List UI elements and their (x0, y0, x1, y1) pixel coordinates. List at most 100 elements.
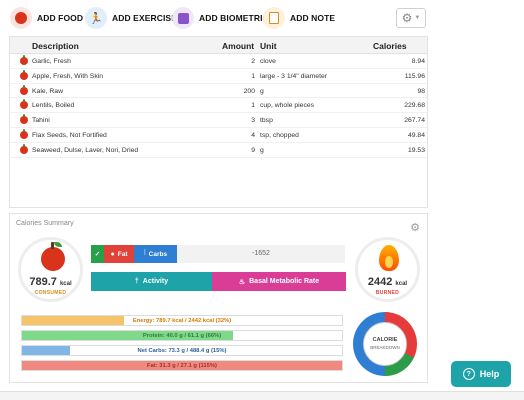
table-row[interactable]: Flax Seeds, Not Fortified 4 tsp, chopped 49… (10, 128, 427, 143)
activity-label: Activity (142, 278, 169, 285)
burned-value: 2442 (367, 276, 393, 288)
runner-icon: † (134, 278, 139, 285)
scale-icon (172, 7, 194, 29)
macro-toggle-group: ✓ ● Fat ⫶ Carbs (91, 245, 177, 263)
row-amount: 2 (251, 58, 255, 65)
flame-icon: ♨ (238, 278, 246, 286)
runner-icon: 🏃 (85, 7, 107, 29)
row-amount: 1 (251, 102, 255, 110)
gear-icon[interactable]: ⚙ (410, 222, 420, 234)
progress-fill (22, 331, 234, 340)
consumed-label: CONSUMED (34, 290, 67, 296)
progress-bar: Protein: 40.0 g / 61.1 g (66%) (21, 330, 343, 341)
row-amount: 200 (243, 87, 255, 95)
burned-circle: 2442 kcal BURNED (355, 237, 420, 302)
note-icon (263, 7, 285, 29)
row-calories: 19.53 (407, 146, 425, 154)
food-diary-table: Description Amount Unit Calories Garlic,… (9, 36, 428, 208)
header-description[interactable]: Description (32, 41, 79, 51)
table-header: Description Amount Unit Calories (10, 37, 427, 54)
row-calories: 98 (417, 87, 425, 95)
progress-fill (22, 346, 70, 355)
question-icon: ? (462, 368, 475, 380)
row-unit: clove (260, 58, 276, 65)
calories-summary-panel: Calories Summary ⚙ 789.7 kcal CONSUMED ✓… (9, 213, 428, 383)
header-calories[interactable]: Calories (373, 41, 407, 51)
bmr-button[interactable]: ♨ Basal Metabolic Rate (212, 272, 346, 291)
consumed-value: 789.7 (29, 276, 57, 288)
row-calories: 115.96 (404, 72, 425, 80)
row-amount: 1 (251, 72, 255, 80)
row-unit: tsp, chopped (260, 131, 299, 139)
progress-bar: Fat: 31.3 g / 27.1 g (115%) (21, 360, 343, 371)
help-button[interactable]: ? Help (451, 361, 511, 387)
progress-label: Fat: 31.3 g / 27.1 g (115%) (147, 363, 217, 369)
progress-label: Net Carbs: 73.3 g / 488.4 g (15%) (137, 348, 227, 354)
calorie-difference: -1652 (177, 245, 345, 263)
burned-unit: kcal (395, 281, 408, 287)
row-description: Kale, Raw (32, 87, 63, 95)
add-food-button[interactable]: ADD FOOD (10, 6, 83, 30)
apple-icon (20, 143, 28, 154)
table-row[interactable]: Apple, Fresh, With Skin 1 large - 3 1/4" d… (10, 69, 427, 84)
row-calories: 267.74 (404, 117, 425, 125)
help-label: Help (479, 369, 500, 379)
row-description: Lentils, Boiled (32, 102, 75, 110)
table-row[interactable]: Lentils, Boiled 1 cup, whole pieces 229.68 (10, 98, 427, 114)
apple-icon (10, 7, 32, 29)
header-unit[interactable]: Unit (260, 41, 277, 51)
apple-icon (41, 242, 65, 271)
row-description: Apple, Fresh, With Skin (32, 72, 104, 80)
add-exercise-button[interactable]: 🏃 ADD EXERCISE (85, 6, 177, 30)
row-description: Garlic, Fresh (32, 58, 71, 65)
row-amount: 4 (251, 131, 255, 139)
row-amount: 3 (251, 117, 255, 125)
wheat-icon: ⫶ (143, 250, 146, 257)
gear-icon: ⚙ (401, 11, 413, 25)
row-description: Tahini (32, 117, 50, 125)
apple-icon (20, 84, 28, 95)
table-row[interactable]: Seaweed, Dulse, Laver, Nori, Dried 9 g 19.5… (10, 143, 427, 158)
add-exercise-label: ADD EXERCISE (112, 13, 177, 23)
toolbar: ADD FOOD 🏃 ADD EXERCISE ADD BIOMETRIC AD… (0, 0, 524, 36)
consumed-circle: 789.7 kcal CONSUMED (18, 237, 83, 302)
chevron-down-icon: ▼ (414, 15, 421, 21)
table-row[interactable]: Tahini 3 tbsp 267.74 (10, 113, 427, 128)
protein-toggle[interactable]: ✓ (91, 245, 104, 263)
table-row[interactable]: Garlic, Fresh 2 clove 8.94 (10, 54, 427, 69)
breakdown-subtitle: BREAKDOWN (370, 345, 400, 350)
apple-icon (20, 114, 28, 125)
activity-button[interactable]: † Activity (91, 272, 212, 291)
row-calories: 49.84 (407, 131, 425, 139)
add-food-label: ADD FOOD (37, 13, 84, 23)
calorie-breakdown-chart[interactable]: CALORIE BREAKDOWN (353, 312, 417, 376)
flame-icon (379, 245, 399, 271)
drop-icon: ● (110, 250, 115, 258)
progress-label: Protein: 40.0 g / 61.1 g (66%) (142, 333, 222, 339)
table-row[interactable]: Kale, Raw 200 g 98 (10, 84, 427, 99)
apple-icon (20, 69, 28, 80)
row-description: Seaweed, Dulse, Laver, Nori, Dried (32, 146, 139, 154)
carbs-toggle[interactable]: ⫶ Carbs (134, 245, 177, 263)
row-description: Flax Seeds, Not Fortified (32, 131, 107, 139)
progress-fill (22, 361, 342, 370)
burned-label: BURNED (375, 290, 400, 296)
breakdown-title: CALORIE (372, 337, 398, 343)
progress-label: Energy: 789.7 kcal / 2442 kcal (32%) (132, 318, 232, 324)
add-biometric-button[interactable]: ADD BIOMETRIC (172, 6, 269, 30)
add-note-button[interactable]: ADD NOTE (263, 6, 335, 30)
apple-icon (20, 55, 28, 65)
apple-icon (20, 99, 28, 110)
settings-dropdown-button[interactable]: ⚙ ▼ (396, 8, 426, 28)
row-amount: 9 (251, 146, 255, 154)
row-unit: g (260, 146, 264, 154)
fat-toggle[interactable]: ● Fat (104, 245, 134, 263)
leaf-icon: ✓ (94, 251, 101, 258)
bottom-bar (0, 391, 524, 400)
summary-title: Calories Summary (16, 220, 74, 227)
row-calories: 8.94 (411, 58, 425, 65)
header-amount[interactable]: Amount (222, 41, 255, 51)
add-note-label: ADD NOTE (290, 13, 336, 23)
row-unit: tbsp (260, 117, 273, 125)
row-unit: cup, whole pieces (260, 102, 315, 110)
